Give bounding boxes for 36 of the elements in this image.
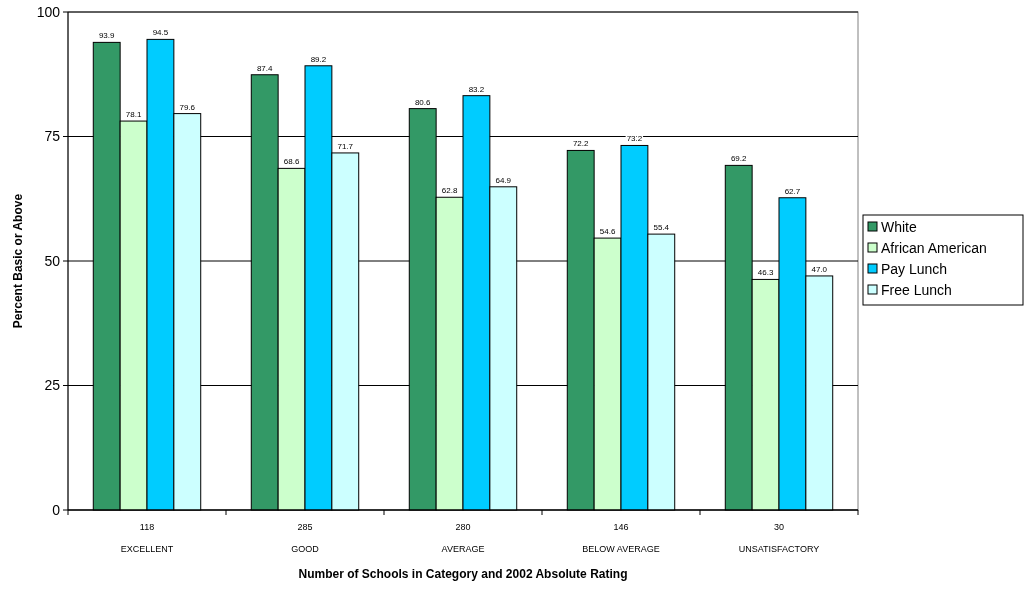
legend-label: African American [881,239,987,256]
y-tick-label: 0 [52,501,61,518]
data-label: 71.7 [337,141,354,151]
y-tick-label: 50 [44,252,61,269]
y-tick-label: 75 [44,128,61,145]
category-label: 146 BELOW AVERAGE [582,522,660,554]
data-label: 73.2 [626,134,643,144]
data-label: 46.3 [757,268,774,278]
data-label: 54.6 [599,227,616,237]
x-axis-title: Number of Schools in Category and 2002 Absolute Rating [298,567,628,581]
y-axis-title: Percent Basic or Above [11,193,25,329]
y-tick-label: 100 [36,3,61,20]
data-label: 55.4 [653,223,670,233]
data-label: 69.2 [730,154,748,164]
legend-label: Pay Lunch [881,260,948,277]
data-label: 68.6 [283,157,300,167]
category-label: 30 UNSATISFACTORY [738,522,820,554]
data-label: 79.6 [179,102,196,112]
data-label: 87.4 [256,63,274,73]
data-label: 83.2 [468,84,485,94]
data-label: 62.8 [441,186,458,196]
legend-label: White [881,218,917,235]
category-label: 280 AVERAGE [441,522,485,554]
data-label: 89.2 [310,54,327,64]
category-label: 285 GOOD [291,522,319,554]
data-label: 93.9 [98,31,116,41]
data-label: 47.0 [811,264,828,274]
data-label: 94.5 [152,28,169,38]
data-label: 80.6 [414,97,432,107]
data-label: 72.2 [572,139,590,149]
data-label: 62.7 [784,186,801,196]
data-label: 78.1 [125,110,142,120]
y-tick-label: 25 [44,377,61,394]
data-label: 64.9 [495,175,512,185]
category-label: 118 EXCELLENT [120,522,174,554]
legend-label: Free Lunch [881,281,952,298]
